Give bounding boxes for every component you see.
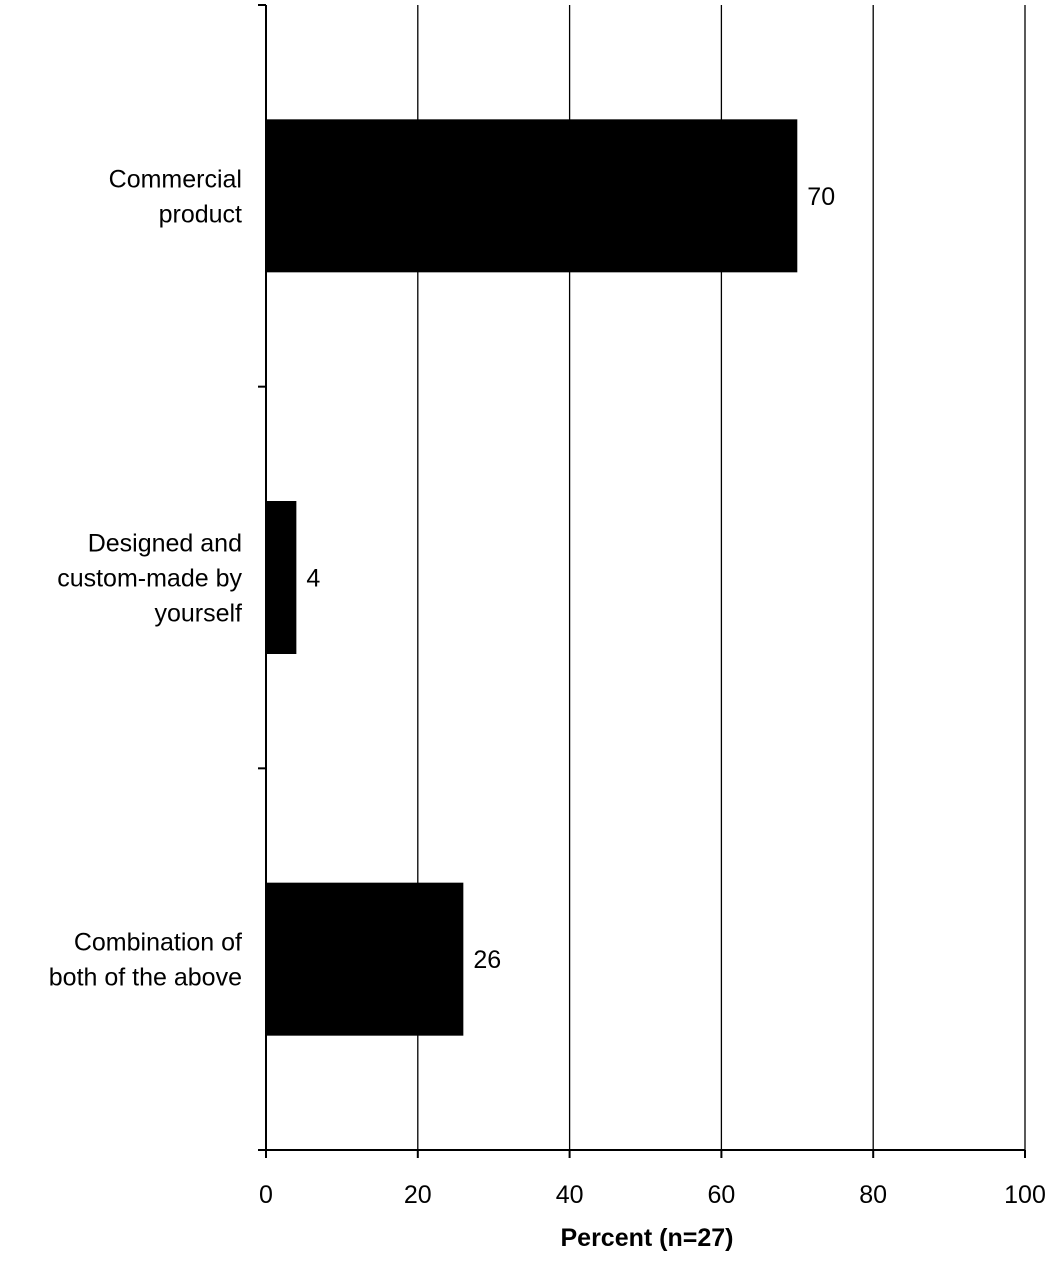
category-label-line: Combination of bbox=[74, 929, 242, 957]
x-tick-label-40: 40 bbox=[556, 1181, 584, 1209]
bars bbox=[266, 119, 798, 1036]
category-label-line: Commercial bbox=[109, 165, 242, 193]
x-axis-title: Percent (n=27) bbox=[561, 1224, 734, 1252]
x-tick-label-0: 0 bbox=[259, 1181, 273, 1209]
x-tick-label-80: 80 bbox=[859, 1181, 887, 1209]
bar-2 bbox=[266, 501, 297, 654]
category-label-line: Designed and bbox=[88, 530, 242, 558]
category-label-line: custom-made by bbox=[57, 565, 242, 593]
x-tick-label-60: 60 bbox=[707, 1181, 735, 1209]
value-label-3: 26 bbox=[473, 946, 501, 974]
bar-3 bbox=[266, 882, 464, 1036]
category-label-2: Designed and custom-made by yourself bbox=[57, 530, 242, 628]
x-tick-label-20: 20 bbox=[404, 1181, 432, 1209]
value-label-1: 70 bbox=[807, 183, 835, 211]
bar-1 bbox=[266, 119, 798, 273]
category-label-line: yourself bbox=[154, 600, 242, 628]
axes bbox=[258, 4, 1026, 1158]
category-label-line: product bbox=[159, 200, 242, 228]
x-tick-label-100: 100 bbox=[1004, 1181, 1046, 1209]
category-label-1: Commercial product bbox=[109, 165, 242, 228]
category-label-3: Combination of both of the above bbox=[49, 929, 242, 992]
labels: 70 Commercial product 4 Designed and custom-m… bbox=[49, 165, 1046, 1209]
category-label-line: both of the above bbox=[49, 964, 242, 992]
value-label-2: 4 bbox=[306, 565, 320, 593]
